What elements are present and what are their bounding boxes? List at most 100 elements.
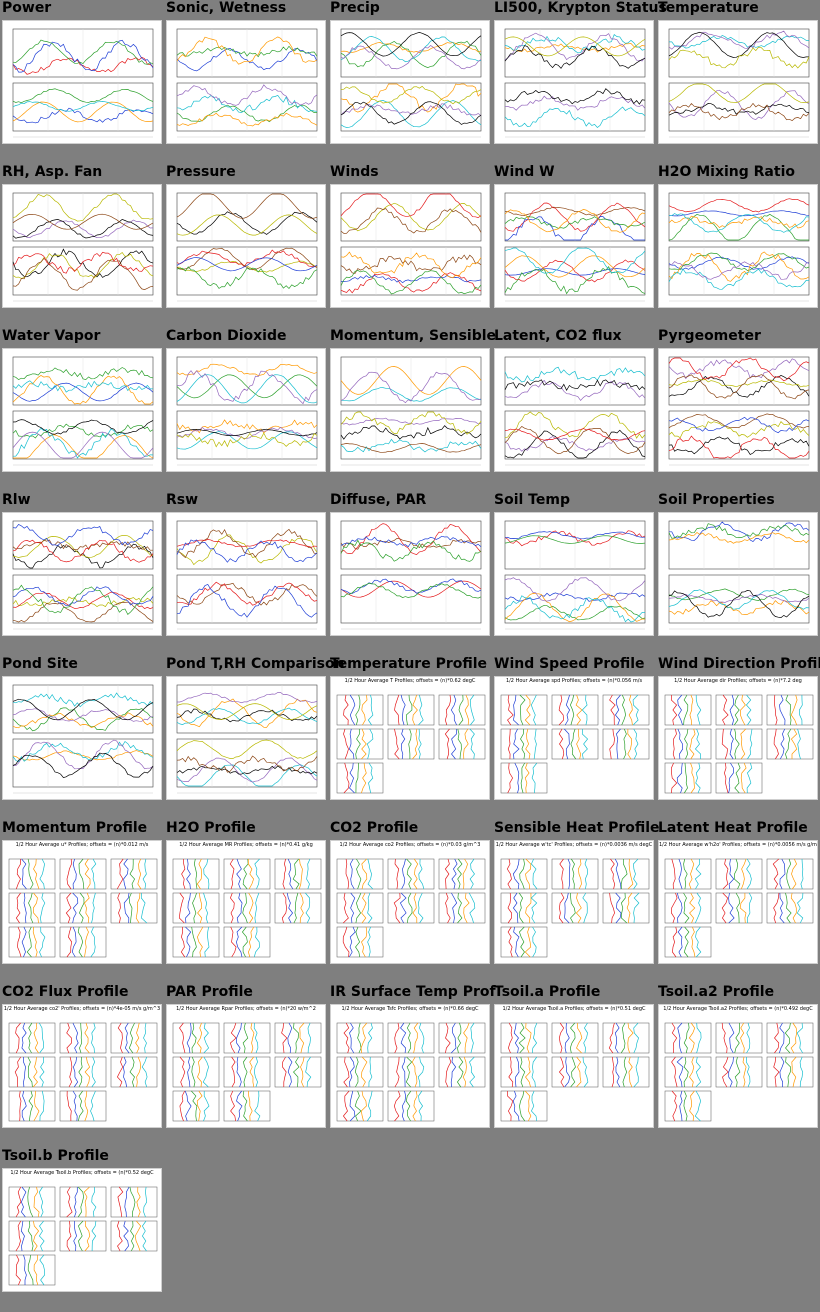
panel-latent-heat-profile: Latent Heat Profile 1/2 Hour Average w'h2… — [656, 820, 820, 984]
panel-power: Power — [0, 0, 164, 164]
panel-wind-w: Wind W — [492, 164, 656, 328]
plot-thumbnail-power[interactable] — [2, 20, 162, 144]
panel-temperature-profile: Temperature Profile 1/2 Hour Average T Pr… — [328, 656, 492, 820]
plot-thumbnail-co2-flux-profile[interactable]: 1/2 Hour Average co2' Profiles; offsets … — [2, 1004, 162, 1128]
panel-li500-krypton-status: LI500, Krypton Status — [492, 0, 667, 164]
plot-thumbnail-h2o-mixing-ratio[interactable] — [658, 184, 818, 308]
panel-title: H2O Profile — [166, 820, 256, 836]
panel-title: Momentum Profile — [2, 820, 148, 836]
panel-title: Wind Speed Profile — [494, 656, 645, 672]
panel-tsoil-a2-profile: Tsoil.a2 Profile 1/2 Hour Average Tsoil.a… — [656, 984, 820, 1148]
plot-thumbnail-wind-direction-profile[interactable]: 1/2 Hour Average dir Profiles; offsets =… — [658, 676, 818, 800]
panel-title: Latent Heat Profile — [658, 820, 808, 836]
profile-header: 1/2 Hour Average Tsfc Profiles; offsets … — [341, 1006, 479, 1012]
plot-thumbnail-soil-properties[interactable] — [658, 512, 818, 636]
plot-thumbnail-momentum-sensible[interactable] — [330, 348, 490, 472]
plot-thumbnail-tsoil-b-profile[interactable]: 1/2 Hour Average Tsoil.b Profiles; offse… — [2, 1168, 162, 1292]
panel-co2-profile: CO2 Profile 1/2 Hour Average co2 Profiles… — [328, 820, 492, 984]
plot-thumbnail-soil-temp[interactable] — [494, 512, 654, 636]
panel-title: H2O Mixing Ratio — [658, 164, 795, 180]
panel-carbon-dioxide: Carbon Dioxide — [164, 328, 328, 492]
panel-title: IR Surface Temp Prof — [330, 984, 496, 1000]
plot-thumbnail-li500-krypton-status[interactable] — [494, 20, 654, 144]
panel-wind-direction-profile: Wind Direction Profile 1/2 Hour Average d… — [656, 656, 820, 820]
plot-thumbnail-temperature-profile[interactable]: 1/2 Hour Average T Profiles; offsets = (… — [330, 676, 490, 800]
panel-title: Winds — [330, 164, 379, 180]
panel-momentum-sensible: Momentum, Sensible — [328, 328, 496, 492]
plot-thumbnail-carbon-dioxide[interactable] — [166, 348, 326, 472]
plot-thumbnail-wind-speed-profile[interactable]: 1/2 Hour Average spd Profiles; offsets =… — [494, 676, 654, 800]
plot-thumbnail-ir-surface-temp-prof[interactable]: 1/2 Hour Average Tsfc Profiles; offsets … — [330, 1004, 490, 1128]
panel-temperature: Temperature — [656, 0, 820, 164]
plot-thumbnail-rlw[interactable] — [2, 512, 162, 636]
panel-latent-co2-flux: Latent, CO2 flux — [492, 328, 656, 492]
plot-thumbnail-temperature[interactable] — [658, 20, 818, 144]
plot-thumbnail-diffuse-par[interactable] — [330, 512, 490, 636]
profile-header: 1/2 Hour Average u* Profiles; offsets = … — [15, 842, 149, 848]
plot-thumbnail-water-vapor[interactable] — [2, 348, 162, 472]
plot-thumbnail-pond-site[interactable] — [2, 676, 162, 800]
profile-header: 1/2 Hour Average w'tc' Profiles; offsets… — [495, 842, 653, 848]
panel-title: Pond T,RH Comparison — [166, 656, 345, 672]
profile-header: 1/2 Hour Average co2' Profiles; offsets … — [3, 1006, 161, 1012]
panel-rsw: Rsw — [164, 492, 328, 656]
plot-thumbnail-rh-asp-fan[interactable] — [2, 184, 162, 308]
panel-title: Precip — [330, 0, 380, 16]
panel-title: Carbon Dioxide — [166, 328, 287, 344]
profile-header: 1/2 Hour Average co2 Profiles; offsets =… — [339, 842, 481, 848]
plot-thumbnail-par-profile[interactable]: 1/2 Hour Average Rpar Profiles; offsets … — [166, 1004, 326, 1128]
plot-thumbnail-h2o-profile[interactable]: 1/2 Hour Average MR Profiles; offsets = … — [166, 840, 326, 964]
panel-diffuse-par: Diffuse, PAR — [328, 492, 492, 656]
panel-soil-properties: Soil Properties — [656, 492, 820, 656]
profile-header: 1/2 Hour Average MR Profiles; offsets = … — [179, 842, 313, 848]
panel-tsoil-b-profile: Tsoil.b Profile 1/2 Hour Average Tsoil.b … — [0, 1148, 164, 1312]
plot-thumbnail-rsw[interactable] — [166, 512, 326, 636]
panel-ir-surface-temp-prof: IR Surface Temp Prof 1/2 Hour Average Tsf… — [328, 984, 496, 1148]
panel-title: LI500, Krypton Status — [494, 0, 667, 16]
plot-thumbnail-wind-w[interactable] — [494, 184, 654, 308]
plot-thumbnail-sensible-heat-profile[interactable]: 1/2 Hour Average w'tc' Profiles; offsets… — [494, 840, 654, 964]
profile-header: 1/2 Hour Average w'h2o' Profiles; offset… — [659, 842, 817, 848]
panel-title: Soil Properties — [658, 492, 775, 508]
plot-thumbnail-momentum-profile[interactable]: 1/2 Hour Average u* Profiles; offsets = … — [2, 840, 162, 964]
panel-title: CO2 Flux Profile — [2, 984, 129, 1000]
plot-thumbnail-pressure[interactable] — [166, 184, 326, 308]
panel-par-profile: PAR Profile 1/2 Hour Average Rpar Profile… — [164, 984, 328, 1148]
plot-thumbnail-pond-t-rh-comparison[interactable] — [166, 676, 326, 800]
panel-rh-asp-fan: RH, Asp. Fan — [0, 164, 164, 328]
panel-title: CO2 Profile — [330, 820, 419, 836]
panel-momentum-profile: Momentum Profile 1/2 Hour Average u* Prof… — [0, 820, 164, 984]
panel-title: Latent, CO2 flux — [494, 328, 622, 344]
profile-header: 1/2 Hour Average T Profiles; offsets = (… — [344, 678, 476, 684]
plot-thumbnail-winds[interactable] — [330, 184, 490, 308]
panel-h2o-profile: H2O Profile 1/2 Hour Average MR Profiles;… — [164, 820, 328, 984]
panel-pyrgeometer: Pyrgeometer — [656, 328, 820, 492]
plot-thumbnail-precip[interactable] — [330, 20, 490, 144]
profile-header: 1/2 Hour Average Rpar Profiles; offsets … — [176, 1006, 316, 1012]
panel-title: Tsoil.a Profile — [494, 984, 601, 1000]
profile-header: 1/2 Hour Average dir Profiles; offsets =… — [674, 678, 802, 684]
plot-thumbnail-tsoil-a2-profile[interactable]: 1/2 Hour Average Tsoil.a2 Profiles; offs… — [658, 1004, 818, 1128]
plot-thumbnail-tsoil-a-profile[interactable]: 1/2 Hour Average Tsoil.a Profiles; offse… — [494, 1004, 654, 1128]
panel-h2o-mixing-ratio: H2O Mixing Ratio — [656, 164, 820, 328]
panel-title: Rlw — [2, 492, 31, 508]
plot-thumbnail-latent-co2-flux[interactable] — [494, 348, 654, 472]
panel-title: Temperature Profile — [330, 656, 488, 672]
panel-pond-t-rh-comparison: Pond T,RH Comparison — [164, 656, 345, 820]
panel-soil-temp: Soil Temp — [492, 492, 656, 656]
panel-title: Tsoil.a2 Profile — [658, 984, 775, 1000]
panel-title: Pond Site — [2, 656, 78, 672]
panel-title: Momentum, Sensible — [330, 328, 497, 344]
plot-thumbnail-latent-heat-profile[interactable]: 1/2 Hour Average w'h2o' Profiles; offset… — [658, 840, 818, 964]
profile-header: 1/2 Hour Average Tsoil.a Profiles; offse… — [502, 1006, 646, 1012]
panel-pond-site: Pond Site — [0, 656, 164, 820]
plot-thumbnail-co2-profile[interactable]: 1/2 Hour Average co2 Profiles; offsets =… — [330, 840, 490, 964]
panel-title: Soil Temp — [494, 492, 570, 508]
plot-thumbnail-sonic-wetness[interactable] — [166, 20, 326, 144]
plot-thumbnail-pyrgeometer[interactable] — [658, 348, 818, 472]
panel-title: Power — [2, 0, 52, 16]
panel-sensible-heat-profile: Sensible Heat Profile 1/2 Hour Average w'… — [492, 820, 660, 984]
panel-title: Wind W — [494, 164, 555, 180]
panel-winds: Winds — [328, 164, 492, 328]
